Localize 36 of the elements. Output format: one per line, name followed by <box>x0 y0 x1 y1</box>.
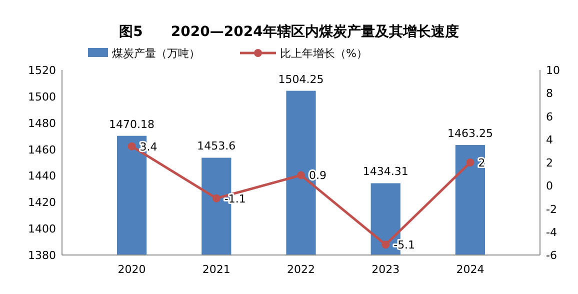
legend-label: 煤炭产量（万吨） <box>112 47 200 60</box>
x-tick-label: 2024 <box>456 263 484 276</box>
y-tick-label: 1440 <box>28 170 56 183</box>
y-tick-label: 1420 <box>28 196 56 210</box>
data-label: 2 <box>478 156 486 170</box>
data-label: 1453.6 <box>197 140 236 153</box>
chart-title: 图5 2020—2024年辖区内煤炭产量及其增长速度 <box>119 23 459 40</box>
y2-tick-label: -2 <box>546 202 557 216</box>
y2-tick-label: -6 <box>546 249 557 262</box>
y2-tick-label: 10 <box>546 64 560 77</box>
point <box>297 171 305 180</box>
x-tick-label: 2021 <box>202 263 230 276</box>
y2-tick-label: -4 <box>546 226 557 239</box>
legend-label: 比上年增长（%） <box>280 47 368 60</box>
point <box>128 142 136 150</box>
y2-tick-label: 4 <box>546 133 553 146</box>
point <box>382 240 390 249</box>
data-label: 1504.25 <box>278 72 324 86</box>
data-label: 1470.18 <box>109 118 155 131</box>
y-tick-label: 1380 <box>28 249 56 262</box>
point <box>212 194 220 202</box>
data-label: 1434.31 <box>362 165 408 178</box>
x-tick-label: 2023 <box>372 263 400 276</box>
x-tick-label: 2022 <box>287 263 315 276</box>
y-tick-label: 1480 <box>28 116 56 130</box>
x-tick-label: 2020 <box>118 263 146 276</box>
y2-tick-label: 8 <box>546 87 553 100</box>
data-label: 1463.25 <box>447 126 493 140</box>
y2-tick-label: 6 <box>546 110 553 124</box>
y2-tick-label: 2 <box>546 156 553 170</box>
y-tick-label: 1500 <box>28 90 56 104</box>
y-tick-label: 1520 <box>28 64 56 77</box>
y-tick-label: 1460 <box>28 143 56 156</box>
y-tick-label: 1400 <box>28 222 56 236</box>
y2-tick-label: 0 <box>546 180 553 193</box>
point <box>466 158 474 166</box>
